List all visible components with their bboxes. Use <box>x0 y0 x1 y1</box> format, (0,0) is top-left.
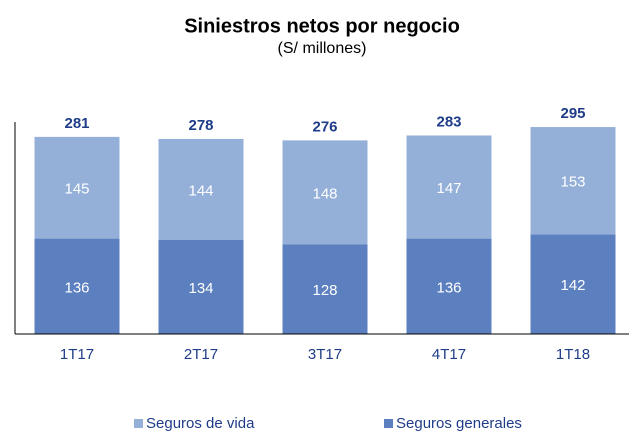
bar-segment <box>158 239 244 334</box>
x-tick-label: 4T17 <box>432 346 466 363</box>
chart-subtitle: (S/ millones) <box>278 40 367 57</box>
x-tick-label: 1T17 <box>60 346 94 363</box>
segment-label: 145 <box>64 181 89 198</box>
total-label: 281 <box>64 115 89 132</box>
segment-label: 128 <box>312 282 337 299</box>
segment-label: 148 <box>312 185 337 202</box>
total-label: 295 <box>560 105 585 122</box>
segment-label: 134 <box>188 280 213 297</box>
bar-segment <box>34 136 120 239</box>
bar-segment <box>406 238 492 334</box>
segment-label: 136 <box>64 279 89 296</box>
bar-segment <box>530 127 616 235</box>
x-tick-label: 2T17 <box>184 346 218 363</box>
total-label: 283 <box>436 113 461 130</box>
legend-label: Seguros generales <box>396 415 522 432</box>
total-label: 276 <box>312 118 337 135</box>
segment-label: 136 <box>436 279 461 296</box>
segment-label: 147 <box>436 180 461 197</box>
segment-label: 153 <box>560 174 585 191</box>
bar-segment <box>530 234 616 334</box>
bar-segment <box>282 140 368 245</box>
legend-swatch <box>134 419 143 428</box>
bar-segment <box>282 244 368 334</box>
legend-swatch <box>384 419 393 428</box>
segment-label: 142 <box>560 277 585 294</box>
total-label: 278 <box>188 117 213 134</box>
x-tick-label: 3T17 <box>308 346 342 363</box>
legend-label: Seguros de vida <box>146 415 255 432</box>
segment-label: 144 <box>188 182 213 199</box>
bar-segment <box>158 138 244 240</box>
chart-title: Siniestros netos por negocio <box>184 15 460 37</box>
bar-segment <box>406 135 492 239</box>
x-tick-label: 1T18 <box>556 346 590 363</box>
bar-segment <box>34 238 120 334</box>
